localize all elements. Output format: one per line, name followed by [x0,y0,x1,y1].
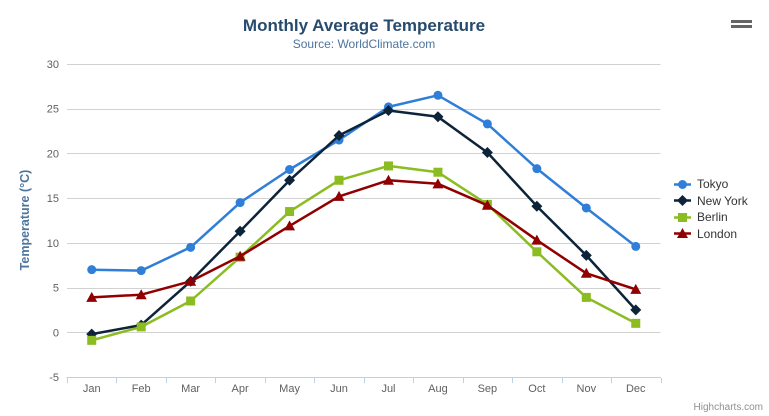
legend-label: New York [697,193,748,208]
marker-square-berlin[interactable] [186,296,196,306]
legend-item-tokyo[interactable]: Tokyo [674,176,748,193]
marker-square-berlin[interactable] [285,207,295,217]
y-axis-tick-label: 0 [53,327,59,339]
y-axis-tick-label: 5 [53,283,59,295]
marker-triangle-up-london[interactable] [86,291,98,302]
y-axis-tick-label: -5 [49,372,59,384]
legend: Tokyo New York Berlin London [674,176,748,242]
marker-triangle-up-london[interactable] [531,234,543,245]
marker-triangle-up-london[interactable] [481,199,493,210]
x-axis-label-nov: Nov [577,383,597,395]
marker-triangle-up-london[interactable] [234,250,246,261]
marker-triangle-up-london[interactable] [185,275,197,286]
marker-square-berlin[interactable] [383,161,393,171]
marker-square-legend[interactable] [678,212,687,222]
marker-square-berlin[interactable] [532,247,542,257]
marker-triangle-up-london[interactable] [333,190,345,201]
hamburger-menu-icon [731,20,752,28]
series-line-new-york[interactable] [90,109,638,336]
legend-label: Tokyo [697,177,729,192]
legend-item-new-york[interactable]: New York [674,193,748,210]
marker-diamond-new-york[interactable] [580,249,592,261]
marker-square-berlin[interactable] [433,167,443,177]
chart-subtitle: Source: WorldClimate.com [292,37,436,51]
x-axis-label-may: May [279,383,300,395]
legend-marker-circle-icon [674,179,691,189]
series-line-tokyo[interactable] [90,94,638,272]
x-axis-label-feb: Feb [132,383,151,395]
marker-diamond-legend[interactable] [677,195,688,207]
marker-circle-tokyo[interactable] [186,242,196,252]
x-axis-label-dec: Dec [626,383,646,395]
marker-circle-tokyo[interactable] [482,119,492,129]
y-axis-tick-label: 15 [47,193,59,205]
x-axis-label-jan: Jan [83,383,101,395]
marker-circle-legend[interactable] [678,179,687,189]
marker-circle-tokyo[interactable] [581,203,591,213]
legend-label: Berlin [697,210,728,225]
legend-item-london[interactable]: London [674,226,748,243]
marker-triangle-up-london[interactable] [432,178,444,189]
legend-item-berlin[interactable]: Berlin [674,209,748,226]
x-axis-label-apr: Apr [232,383,249,395]
marker-triangle-up-london[interactable] [580,267,592,278]
y-axis-tick-label: 10 [47,238,59,250]
marker-square-berlin[interactable] [136,322,146,332]
series-line-london[interactable] [90,179,638,299]
y-axis-title: Temperature (°C) [18,169,32,271]
legend-marker-diamond-icon [674,195,691,207]
marker-circle-tokyo[interactable] [87,265,97,275]
marker-diamond-new-york[interactable] [481,147,493,159]
x-axis-label-mar: Mar [181,383,200,395]
marker-triangle-up-london[interactable] [630,283,642,294]
marker-square-berlin[interactable] [334,175,344,185]
credits-link[interactable]: Highcharts.com [693,402,763,413]
marker-square-berlin[interactable] [631,318,641,328]
x-axis-label-jul: Jul [381,383,395,395]
marker-diamond-new-york[interactable] [284,174,296,186]
marker-circle-tokyo[interactable] [631,241,641,251]
legend-marker-square-icon [674,212,691,222]
marker-triangle-up-legend[interactable] [677,228,688,239]
x-axis-label-jun: Jun [330,383,348,395]
marker-diamond-new-york[interactable] [382,105,394,117]
x-axis-label-oct: Oct [528,383,545,395]
y-axis-tick-label: 25 [47,104,59,116]
chart-context-menu-button[interactable] [731,19,752,29]
marker-diamond-new-york[interactable] [531,200,543,212]
x-axis-label-aug: Aug [428,383,448,395]
legend-marker-triangle-up-icon [674,228,691,239]
marker-diamond-new-york[interactable] [234,225,246,237]
marker-diamond-new-york[interactable] [333,130,345,142]
marker-circle-tokyo[interactable] [532,164,542,174]
y-axis-tick-label: 20 [47,148,59,160]
y-axis-tick-label: 30 [47,59,59,71]
marker-circle-tokyo[interactable] [136,266,146,276]
marker-diamond-new-york[interactable] [432,111,444,123]
chart-title: Monthly Average Temperature [242,16,486,35]
marker-triangle-up-london[interactable] [135,289,147,300]
series-line-berlin[interactable] [90,164,638,342]
x-axis-label-sep: Sep [478,383,498,395]
marker-square-berlin[interactable] [581,292,591,302]
marker-triangle-up-london[interactable] [382,174,394,185]
marker-circle-tokyo[interactable] [235,198,245,208]
marker-triangle-up-london[interactable] [284,220,296,231]
marker-circle-tokyo[interactable] [433,90,443,100]
marker-diamond-new-york[interactable] [630,304,642,316]
marker-square-berlin[interactable] [87,335,97,345]
legend-label: London [697,226,738,241]
marker-circle-tokyo[interactable] [285,165,295,175]
